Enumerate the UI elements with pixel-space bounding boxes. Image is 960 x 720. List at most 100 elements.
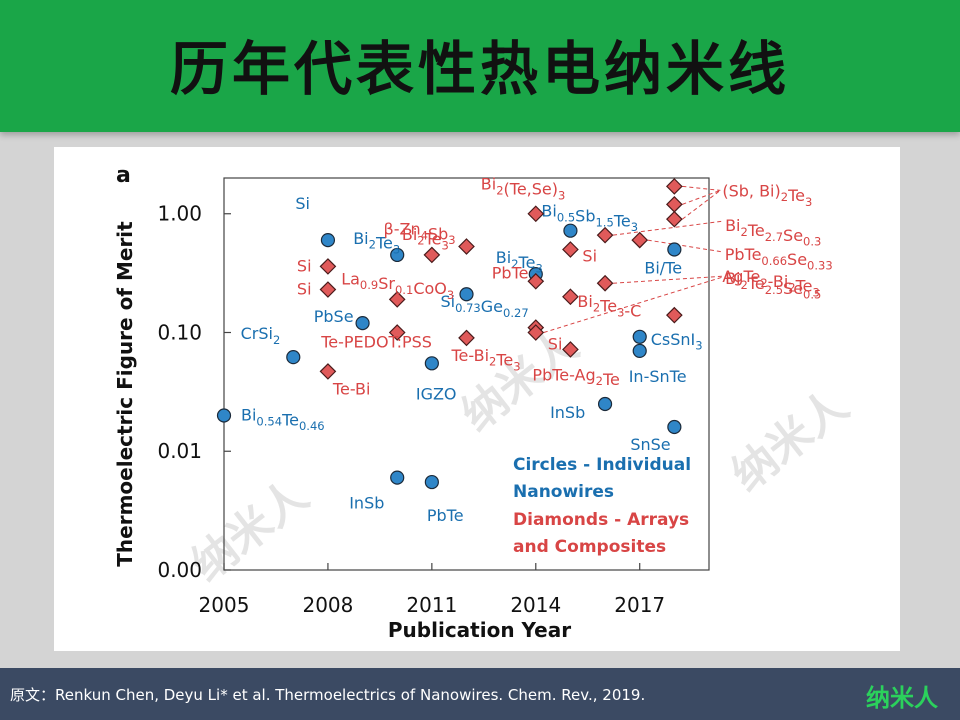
- diamond-marker: [388, 291, 406, 308]
- circle-point-label: Bi0.5Sb1.5Te3: [541, 202, 638, 234]
- panel-label: a: [116, 163, 131, 188]
- circle-point-label: Bi2Te3: [353, 229, 400, 257]
- footer-bar: 原文：Renkun Chen, Deyu Li* et al. Thermoel…: [0, 668, 960, 720]
- circle-marker: [597, 396, 613, 412]
- y-tick-label: 0.00: [157, 558, 202, 582]
- circle-point-label: PbSe: [314, 307, 354, 326]
- diamond-marker: [527, 205, 545, 223]
- y-axis-label: Thermoelectric Figure of Merit: [113, 221, 137, 567]
- y-tick-label: 0.10: [157, 320, 202, 344]
- diamond-marker: [319, 281, 337, 298]
- page-title: 历年代表性热电纳米线: [169, 35, 790, 103]
- y-tick-label: 1.00: [157, 202, 202, 226]
- circle-point-label: Bi/Te: [644, 258, 682, 277]
- diamond-marker: [458, 238, 475, 255]
- x-tick-label: 2014: [510, 593, 561, 617]
- diamond-marker: [319, 258, 337, 275]
- circle-marker: [667, 419, 682, 435]
- diamond-point-label: Si: [297, 280, 312, 299]
- circle-marker: [424, 356, 439, 371]
- diamond-marker: [423, 246, 441, 264]
- leader-line: [682, 185, 721, 191]
- circle-marker: [216, 408, 232, 423]
- plot-frame: [223, 177, 710, 571]
- diamond-point-label: Si: [297, 256, 312, 275]
- diamond-marker: [562, 341, 579, 358]
- circle-point-label: Si0.73Ge0.27: [441, 292, 529, 320]
- x-tick-label: 2005: [199, 593, 250, 617]
- circle-marker: [563, 223, 578, 238]
- circle-marker: [355, 315, 370, 331]
- diamond-point-label: PbTe-Ag2Te: [532, 365, 619, 389]
- circle-point-label: CsSnI3: [651, 330, 703, 353]
- circle-point-label: InSb: [349, 494, 384, 513]
- circle-point-label: InSb: [550, 403, 585, 422]
- diamond-point-label: PbTe: [492, 263, 529, 282]
- leader-line: [682, 189, 721, 220]
- diamond-marker: [666, 178, 683, 195]
- diamond-marker: [596, 226, 614, 244]
- diamond-point-label: AgTe2-Bi2Te3: [722, 267, 820, 299]
- diamond-point-label: Te-Bi2Te3: [451, 346, 521, 374]
- diamond-marker: [527, 272, 545, 290]
- diamond-point-label: Te-PEDOT:PSS: [320, 332, 432, 351]
- diamond-point-label: (Sb, Bi)2Te3: [722, 181, 812, 209]
- leader-line: [647, 239, 724, 253]
- watermark-2: 纳米人: [722, 380, 857, 501]
- diamond-point-label: Bi2Te3: [402, 225, 449, 253]
- leader-line: [682, 189, 721, 205]
- source-citation: 原文：Renkun Chen, Deyu Li* et al. Thermoel…: [10, 686, 646, 704]
- circle-point-label: Bi2Te3: [496, 248, 543, 276]
- footer-logo: 纳米人: [866, 684, 938, 712]
- title-banner: 历年代表性热电纳米线: [0, 0, 960, 132]
- diamond-point-label: Bi2Te2.7Se0.3: [725, 216, 821, 248]
- diamond-point-label: Bi2(Te,Se)3: [481, 175, 566, 203]
- diamond-marker: [458, 329, 475, 347]
- legend-entry: Diamonds - Arrays: [513, 510, 689, 530]
- diamond-marker: [596, 274, 614, 292]
- circle-marker: [320, 232, 336, 248]
- diamond-point-label: Te-Bi: [332, 379, 371, 398]
- leader-line: [613, 220, 724, 236]
- diamond-point-label: Si: [548, 335, 563, 354]
- legend-entry: and Composites: [513, 537, 666, 557]
- diamond-point-label: Si: [582, 246, 597, 265]
- circle-point-label: Bi0.54Te0.46: [241, 406, 325, 434]
- diamond-marker: [388, 324, 406, 341]
- circle-marker: [667, 242, 682, 257]
- diamond-point-label: β-Zn4Sb3: [384, 219, 456, 247]
- diamond-marker: [631, 231, 649, 249]
- circle-marker: [424, 474, 439, 490]
- x-tick-label: 2008: [302, 593, 353, 617]
- circle-marker: [390, 247, 405, 263]
- diamond-marker: [319, 363, 337, 380]
- diamond-point-label: PbTe0.66Se0.33: [725, 245, 833, 273]
- chart-panel: 纳米人 纳米人 纳米人 0.00 0.01 0.10 1.00 2005 2008 2011 201…: [54, 147, 900, 651]
- x-tick-label: 2011: [406, 593, 457, 617]
- circle-point-label: In-SnTe: [629, 367, 687, 386]
- circle-point-label: CrSi2: [241, 324, 281, 347]
- leader-line: [613, 275, 724, 284]
- circle-point-label: Si: [295, 194, 310, 213]
- diamond-point-label: Bi2Te2.5Se0.5: [725, 269, 821, 301]
- circle-marker: [286, 350, 301, 365]
- watermark-0: 纳米人: [182, 470, 317, 591]
- diamond-marker: [666, 195, 683, 213]
- x-axis-label: Publication Year: [388, 618, 571, 642]
- diamond-marker: [666, 306, 683, 324]
- circle-marker: [390, 470, 405, 485]
- leader-line: [543, 276, 723, 333]
- diamond-marker: [562, 241, 579, 258]
- diamond-point-label: Bi2Te3-C: [577, 292, 641, 321]
- diamond-marker: [562, 288, 579, 306]
- legend-entry: Circles - Individual: [513, 455, 691, 475]
- circle-point-label: IGZO: [416, 384, 457, 403]
- circle-marker: [632, 343, 647, 358]
- diamond-marker: [527, 324, 545, 341]
- circle-marker: [459, 287, 474, 302]
- x-tick-label: 2017: [614, 593, 665, 617]
- y-tick-label: 0.01: [157, 439, 202, 463]
- circle-point-label: SnSe: [630, 435, 670, 454]
- circle-point-label: PbTe: [427, 506, 464, 525]
